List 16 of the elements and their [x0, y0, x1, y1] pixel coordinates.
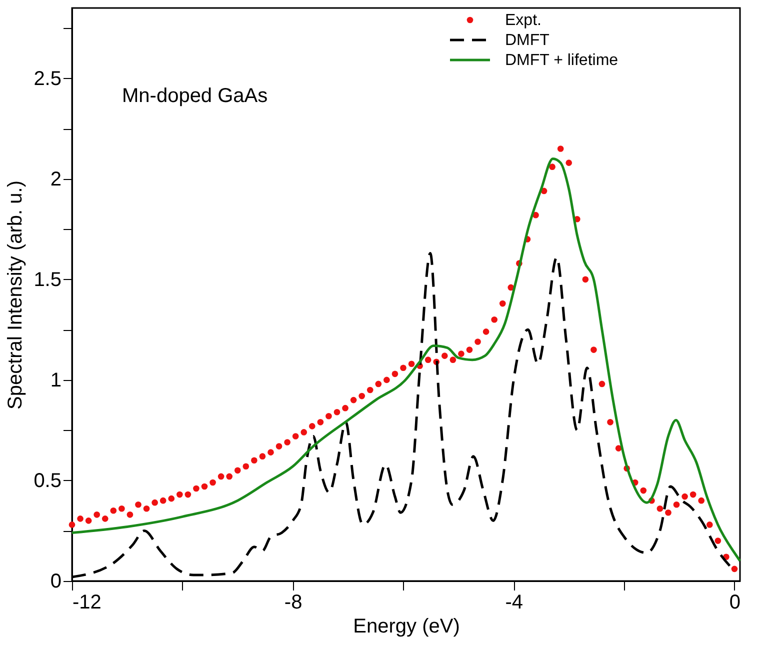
x-tick-label: -8 [284, 592, 302, 614]
y-tick-label: 0.5 [34, 470, 62, 492]
legend-label: DMFT [505, 32, 550, 49]
x-axis-title: Energy (eV) [353, 616, 460, 638]
x-tick-label: -12 [72, 592, 102, 614]
legend-label: DMFT + lifetime [505, 52, 618, 69]
y-tick-label: 2 [50, 168, 62, 190]
y-tick-label: 2.5 [34, 68, 62, 90]
x-tick-label: -4 [505, 592, 524, 614]
annotation: Mn-doped GaAs [122, 85, 268, 107]
y-tick-label: 1 [50, 369, 62, 392]
y-tick-label: 0 [50, 570, 62, 592]
x-tick-label: 0 [729, 592, 741, 614]
y-tick-label: 1.5 [34, 268, 62, 291]
y-axis-title: Spectral Intensity (arb. u.) [4, 180, 27, 410]
legend-label: Expt. [505, 12, 542, 29]
